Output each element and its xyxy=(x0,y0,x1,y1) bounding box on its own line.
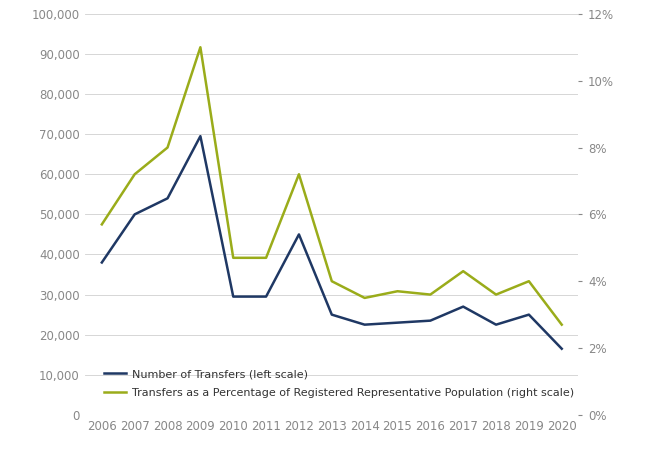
Legend: Number of Transfers (left scale), Transfers as a Percentage of Registered Repres: Number of Transfers (left scale), Transf… xyxy=(101,366,578,402)
